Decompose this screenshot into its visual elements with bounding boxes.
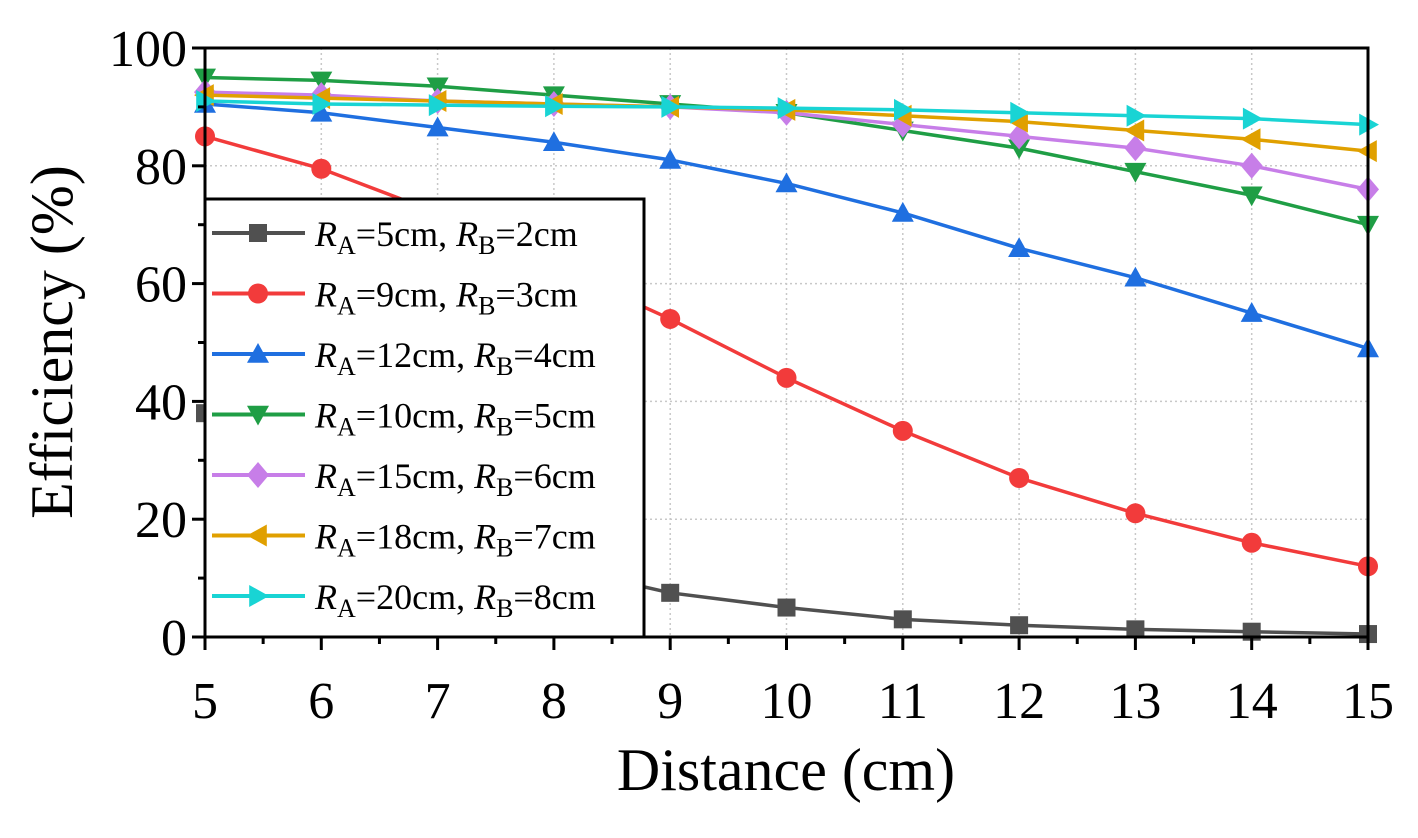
data-point	[661, 95, 682, 118]
y-tick-label: 60	[135, 257, 187, 314]
y-tick-label: 20	[135, 492, 187, 549]
data-point	[894, 98, 914, 121]
data-point	[1124, 135, 1147, 162]
data-point	[660, 308, 681, 329]
legend-item: RA=9cm, RB=3cm	[212, 275, 578, 321]
data-point	[545, 95, 565, 118]
data-point	[1124, 162, 1147, 183]
data-point	[776, 367, 797, 388]
x-tick-label: 12	[993, 673, 1045, 730]
data-point	[1241, 532, 1262, 553]
data-point	[777, 598, 796, 617]
data-point	[1125, 503, 1146, 524]
data-point	[1124, 119, 1145, 142]
data-point	[775, 172, 798, 193]
data-point	[310, 71, 333, 92]
legend-label: RA=5cm, RB=2cm	[314, 214, 578, 260]
x-tick-label: 14	[1226, 673, 1278, 730]
y-tick-label: 0	[161, 610, 187, 667]
data-point	[1124, 266, 1147, 287]
x-tick-label: 5	[192, 673, 218, 730]
legend-marker	[247, 405, 269, 426]
x-tick-label: 13	[1109, 673, 1161, 730]
legend-item: RA=20cm, RB=8cm	[212, 577, 596, 623]
x-tick-label: 9	[657, 673, 683, 730]
data-point	[1240, 302, 1263, 322]
legend-label: RA=15cm, RB=6cm	[314, 456, 596, 502]
data-point	[1240, 186, 1263, 207]
data-point	[1008, 237, 1031, 258]
data-point	[661, 583, 680, 602]
x-tick-label: 8	[541, 673, 567, 730]
legend-item: RA=15cm, RB=6cm	[212, 456, 596, 502]
data-point	[1126, 104, 1147, 127]
data-point	[891, 201, 914, 222]
y-tick-label: 80	[135, 139, 187, 196]
data-point	[659, 148, 682, 169]
data-point	[426, 116, 449, 137]
legend-item: RA=12cm, RB=4cm	[212, 335, 596, 381]
legend-item: RA=5cm, RB=2cm	[212, 214, 578, 260]
x-tick-label: 6	[308, 673, 334, 730]
data-point	[311, 158, 332, 179]
data-point	[1010, 616, 1029, 635]
legend-label: RA=20cm, RB=8cm	[314, 577, 596, 623]
legend-marker	[249, 585, 269, 607]
legend-marker	[249, 224, 267, 242]
data-point	[542, 131, 565, 152]
y-tick-label: 40	[135, 374, 187, 431]
legend-marker	[247, 524, 267, 547]
data-point	[312, 92, 333, 115]
data-point	[1242, 107, 1263, 130]
x-tick-label: 11	[878, 673, 928, 730]
legend-marker	[247, 343, 269, 363]
series-3	[194, 92, 1379, 358]
legend-label: RA=10cm, RB=5cm	[314, 396, 596, 442]
data-point	[893, 610, 912, 629]
x-tick-label: 15	[1342, 673, 1394, 730]
data-point	[1240, 152, 1263, 179]
data-point	[1126, 620, 1145, 639]
y-axis-title: Efficiency (%)	[19, 165, 85, 519]
data-point	[1010, 101, 1031, 124]
data-point	[777, 97, 798, 120]
legend-marker	[248, 283, 268, 304]
y-tick-label: 100	[109, 21, 187, 78]
data-point	[1009, 467, 1030, 488]
legend-item: RA=18cm, RB=7cm	[212, 517, 596, 563]
legend-label: RA=12cm, RB=4cm	[314, 335, 596, 381]
data-point	[892, 420, 913, 441]
legend: RA=5cm, RB=2cm RA=9cm, RB=3cm RA=12cm, RB=…	[203, 197, 646, 639]
legend-box	[203, 197, 646, 639]
axis-ticks: 5 6 7 8 9 10 11 12 13 14 15 0 20 40 60 80 100	[109, 21, 1394, 730]
data-point	[310, 101, 333, 122]
x-tick-label: 10	[761, 673, 813, 730]
legend-marker	[247, 462, 269, 488]
x-tick-label: 7	[425, 673, 451, 730]
x-axis-title: Distance (cm)	[617, 737, 955, 803]
data-point	[1240, 128, 1261, 151]
legend-item: RA=10cm, RB=5cm	[212, 396, 596, 442]
data-point	[426, 77, 449, 98]
data-point	[428, 94, 449, 117]
legend-label: RA=9cm, RB=3cm	[314, 275, 578, 321]
legend-label: RA=18cm, RB=7cm	[314, 517, 596, 563]
